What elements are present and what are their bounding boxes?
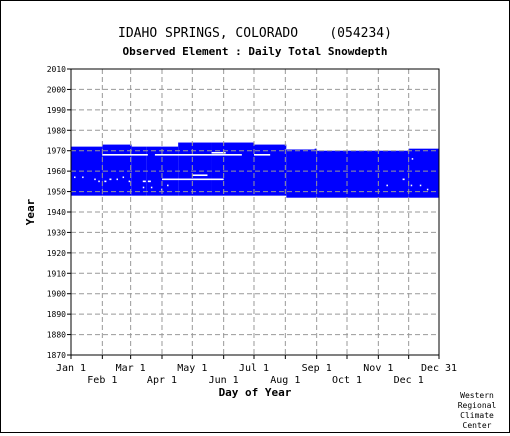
y-tick-label: 2010 [47, 65, 66, 74]
missing-gap [167, 184, 169, 187]
y-tick-label: 1940 [47, 208, 66, 217]
missing-gap [150, 186, 153, 189]
chart-title: IDAHO SPRINGS, COLORADO (054234) [118, 26, 392, 41]
missing-gap [122, 176, 125, 179]
y-tick-label: 2000 [47, 85, 66, 94]
x-axis: Jan 1 Mar 1 May 1 Jul 1 Sep 1 Nov 1 Dec 31 Feb … [56, 355, 457, 386]
missing-gap [192, 174, 208, 177]
coverage-bar [211, 142, 254, 196]
missing-gap [411, 158, 414, 160]
missing-gap [109, 178, 112, 181]
x-tick-label: Sep 1 [302, 363, 332, 374]
x-tick-label: Apr 1 [147, 375, 177, 386]
credit-block: Western Regional Climate Center [458, 391, 497, 430]
y-tick-label: 1960 [47, 167, 66, 176]
x-tick-label: Nov 1 [363, 363, 393, 374]
coverage-bar [316, 150, 409, 198]
missing-gap [286, 147, 315, 150]
credit-line: Regional [458, 401, 497, 410]
coverage-bar [408, 148, 439, 198]
y-axis-label: Year [24, 198, 37, 225]
missing-gap [74, 176, 76, 179]
missing-gap [142, 186, 145, 189]
grid-layer [71, 69, 439, 355]
y-tick-label: 1910 [47, 269, 66, 278]
missing-gap [94, 178, 96, 181]
x-tick-label: Jun 1 [209, 375, 239, 386]
y-tick-label: 1990 [47, 106, 66, 115]
x-tick-label: Jan 1 [56, 363, 86, 374]
chart-subtitle: Observed Element : Daily Total Snowdepth [123, 45, 388, 58]
missing-gap [426, 188, 429, 191]
coverage-bar [286, 148, 317, 198]
missing-gap [211, 151, 226, 154]
credit-line: Center [463, 421, 492, 430]
missing-gap [82, 176, 84, 179]
y-tick-label: 1870 [47, 351, 66, 360]
y-tick-label: 1950 [47, 188, 66, 197]
missing-gap [211, 154, 242, 156]
x-tick-label: Dec 31 [421, 363, 457, 374]
credit-line: Western [460, 391, 494, 400]
missing-gap [402, 178, 405, 181]
missing-gap [161, 178, 224, 181]
missing-gap [253, 154, 271, 156]
x-tick-label: Feb 1 [87, 375, 117, 386]
y-tick-label: 1920 [47, 249, 66, 258]
y-tick-label: 1980 [47, 126, 66, 135]
y-tick-label: 1890 [47, 310, 66, 319]
missing-gap [154, 154, 212, 156]
missing-gap [419, 184, 422, 187]
coverage-bar [102, 144, 132, 196]
x-tick-label: May 1 [177, 363, 207, 374]
missing-gap [410, 184, 413, 187]
y-tick-label: 1900 [47, 290, 66, 299]
x-axis-label: Day of Year [219, 386, 292, 399]
credit-line: Climate [460, 411, 494, 420]
x-tick-label: Oct 1 [332, 375, 362, 386]
x-tick-label: Aug 1 [270, 375, 300, 386]
coverage-bar [178, 142, 212, 196]
y-tick-label: 1970 [47, 147, 66, 156]
missing-gap [386, 184, 388, 187]
x-tick-label: Jul 1 [239, 363, 269, 374]
missing-gap [147, 180, 151, 183]
coverage-bar [253, 144, 287, 196]
missing-gap [98, 180, 100, 183]
missing-gap [142, 180, 146, 183]
x-tick-label: Mar 1 [116, 363, 146, 374]
missing-gap [102, 154, 148, 156]
y-tick-label: 1880 [47, 331, 66, 340]
missing-gap [116, 178, 118, 181]
x-tick-label: Dec 1 [394, 375, 424, 386]
missing-gap [128, 180, 131, 183]
y-tick-label: 1930 [47, 228, 66, 237]
missing-gap [104, 180, 107, 183]
y-axis: 1870 1880 1890 1900 1910 1920 1930 1940 1950 1960… [47, 65, 71, 360]
